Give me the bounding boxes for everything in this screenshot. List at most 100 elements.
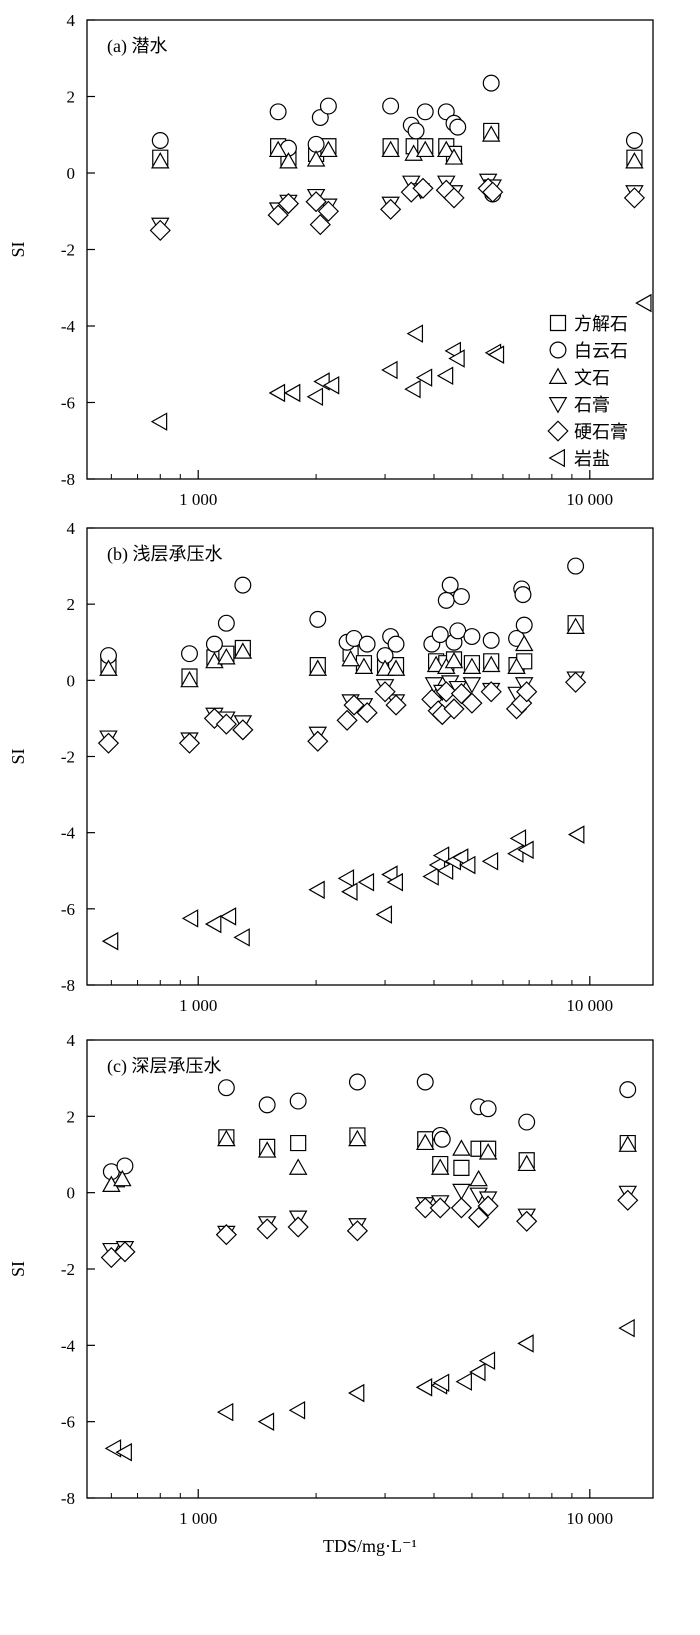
data-point-diamond [443,187,465,209]
plot-frame [86,19,654,480]
legend-label: 岩盐 [574,449,610,470]
data-point-triangle-up [444,148,464,165]
data-point-diamond [267,204,289,226]
data-point-circle [382,97,400,115]
data-point-diamond [346,1220,369,1242]
series-diamond [100,1189,639,1269]
data-point-triangle-up [306,150,326,167]
data-point-triangle-up [481,125,501,142]
data-point-diamond [336,709,358,731]
data-point-circle [567,557,585,575]
data-point-circle [449,622,467,640]
data-point-triangle-up [348,1129,367,1147]
series-triangle-up [99,617,585,688]
data-point-triangle-up [618,1135,638,1152]
data-point-diamond [287,1216,309,1238]
data-point-triangle-left [375,905,393,924]
data-point-triangle-left [233,928,250,947]
data-point-diamond [516,681,538,703]
y-tick-label: 2 [67,595,76,614]
series-diamond [97,671,587,754]
data-point-triangle-up [217,648,236,665]
y-tick-label: -2 [61,241,75,260]
data-point-triangle-left [567,825,585,844]
data-point-triangle-left [216,1402,234,1422]
data-point-square [290,1134,307,1152]
data-point-circle [479,1100,497,1118]
y-tick-label: 0 [67,1184,76,1203]
y-tick-label: 0 [67,671,76,690]
y-tick-label: -6 [61,1413,75,1432]
data-point-circle [258,1096,276,1114]
data-point-circle [619,1081,637,1099]
data-point-diamond [343,694,365,716]
data-point-diamond [450,1197,473,1219]
data-point-triangle-left [448,349,465,368]
data-point-circle [151,132,169,149]
series-triangle-left [104,1318,635,1462]
data-point-circle [217,1079,235,1097]
data-point-diamond [516,1210,538,1232]
series-triangle-up [150,125,644,169]
data-point-circle [416,103,434,121]
data-point-triangle-left [150,412,168,431]
series-triangle-down [150,173,644,235]
panel-b: -8 -6 -4 -2 0 2 4 1 000 10 000 SI (b) 浅层承压水 [8,519,654,1015]
data-point-circle [407,122,425,140]
data-point-triangle-left [104,1439,122,1458]
data-point-triangle-down [452,1183,471,1201]
data-point-triangle-up [257,1141,277,1158]
legend-symbol-triangle-left [548,448,565,468]
data-point-diamond [317,200,339,222]
series-triangle-down [102,1183,638,1260]
y-axis-title: SI [8,241,28,257]
data-point-diamond [307,730,329,752]
y-tick-label: 0 [67,164,76,183]
data-point-circle [348,1073,366,1091]
series-triangle-left [101,825,585,951]
y-tick-label: -6 [61,394,75,413]
legend-symbol-triangle-up [548,367,568,384]
data-point-triangle-left [341,882,358,901]
data-point-triangle-left [308,880,325,900]
data-point-circle [463,628,481,646]
data-point-triangle-left [415,368,433,387]
legend-item: 方解石 [549,314,628,335]
y-tick-label: 4 [67,1031,76,1050]
legend-item: 岩盐 [548,448,610,470]
legend-label: 硬石膏 [574,421,628,443]
y-tick-label: 4 [67,519,76,538]
data-point-triangle-up [279,152,298,169]
data-point-square [453,1159,470,1176]
data-point-diamond [623,187,646,209]
data-point-circle [358,635,376,653]
data-point-triangle-up [444,651,464,669]
x-tick-label: 1 000 [179,996,217,1015]
legend-item: 白云石 [549,341,628,362]
data-point-diamond [232,719,254,741]
data-point-diamond [565,671,587,693]
data-point-triangle-up [415,1133,435,1151]
data-point-triangle-up [514,634,534,652]
data-point-triangle-up [354,657,374,674]
data-point-triangle-up [436,140,456,158]
data-point-circle [482,74,500,92]
data-point-triangle-up [341,649,360,667]
data-point-triangle-up [386,659,406,676]
legend-item: 硬石膏 [547,420,628,443]
data-point-diamond [477,1195,499,1217]
y-axis-title: SI [8,748,28,764]
data-point-triangle-up [308,659,328,676]
data-point-circle [433,1130,451,1148]
data-point-circle [625,132,643,149]
data-point-triangle-left [481,851,499,871]
data-point-triangle-left [115,1442,132,1462]
data-point-circle [441,576,459,594]
panel-title: (b) 浅层承压水 [107,544,223,565]
data-point-triangle-up [150,152,170,169]
data-point-circle [205,635,223,653]
data-point-diamond [617,1189,639,1211]
data-point-circle [449,118,467,136]
data-point-triangle-left [283,383,301,403]
data-point-triangle-left [478,1351,496,1370]
